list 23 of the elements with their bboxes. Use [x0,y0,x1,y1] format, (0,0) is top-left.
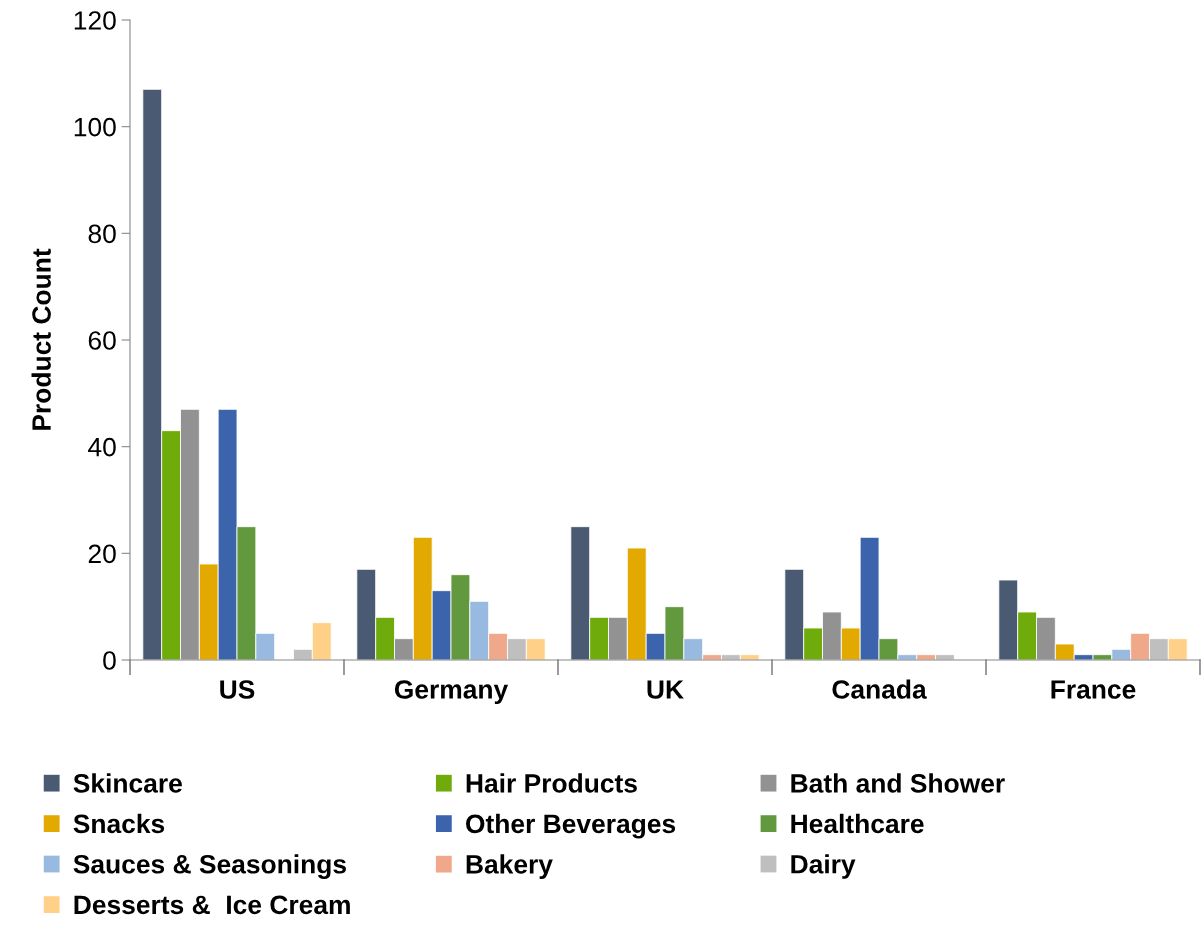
x-tick-label: UK [647,680,684,699]
y-tick-label: 40 [88,437,116,457]
legend-label: Desserts & Ice Cream [74,895,350,915]
y-tick-label: 80 [88,224,116,244]
legend-label: Sauces & Seasonings [73,854,346,879]
y-tick-label: 20 [88,544,116,564]
legend-label: Dairy [791,854,856,879]
legend-label: Bath and Shower [791,773,1005,793]
legend-label: Bakery [466,854,553,879]
legend-label: Hair Products [466,773,637,793]
y-tick-label: 100 [74,117,116,137]
legend-label: Healthcare [791,813,924,834]
x-tick-label: Germany [394,680,509,705]
legend-label: Snacks [73,813,165,834]
y-tick-label: 0 [103,651,116,670]
x-tick-label: US [220,680,255,699]
y-axis-title: Product Count [31,248,51,430]
x-tick-label: Canada [832,679,927,699]
y-tick-label: 60 [88,331,116,350]
legend-label: Skincare [73,773,182,793]
x-tick-label: France [1051,680,1136,699]
y-tick-label: 120 [74,11,116,30]
legend-label: Other Beverages [466,813,676,839]
